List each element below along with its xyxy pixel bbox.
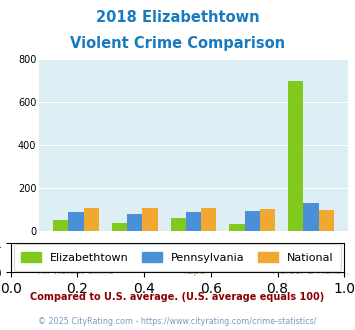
Text: All Violent Crime: All Violent Crime	[38, 267, 114, 276]
Bar	[288, 81, 303, 231]
Bar	[84, 209, 99, 231]
Bar	[112, 223, 127, 231]
Bar	[186, 212, 201, 231]
Bar	[127, 214, 142, 231]
Bar	[303, 203, 318, 231]
Bar	[53, 220, 69, 231]
Bar	[201, 209, 217, 231]
Bar	[170, 218, 186, 231]
Legend: Elizabethtown, Pennsylvania, National: Elizabethtown, Pennsylvania, National	[13, 244, 342, 271]
Bar	[229, 224, 245, 231]
Text: © 2025 CityRating.com - https://www.cityrating.com/crime-statistics/: © 2025 CityRating.com - https://www.city…	[38, 317, 317, 326]
Text: 2018 Elizabethtown: 2018 Elizabethtown	[96, 10, 259, 25]
Text: Compared to U.S. average. (U.S. average equals 100): Compared to U.S. average. (U.S. average …	[31, 292, 324, 302]
Bar	[142, 209, 158, 231]
Text: Violent Crime Comparison: Violent Crime Comparison	[70, 36, 285, 51]
Text: Robbery: Robbery	[204, 250, 242, 259]
Text: Rape: Rape	[182, 267, 205, 276]
Text: Murder & Mans...: Murder & Mans...	[272, 267, 350, 276]
Bar	[245, 211, 260, 231]
Text: Aggravated Assault: Aggravated Assault	[61, 250, 149, 259]
Bar	[260, 209, 275, 231]
Bar	[69, 212, 84, 231]
Bar	[318, 210, 334, 231]
